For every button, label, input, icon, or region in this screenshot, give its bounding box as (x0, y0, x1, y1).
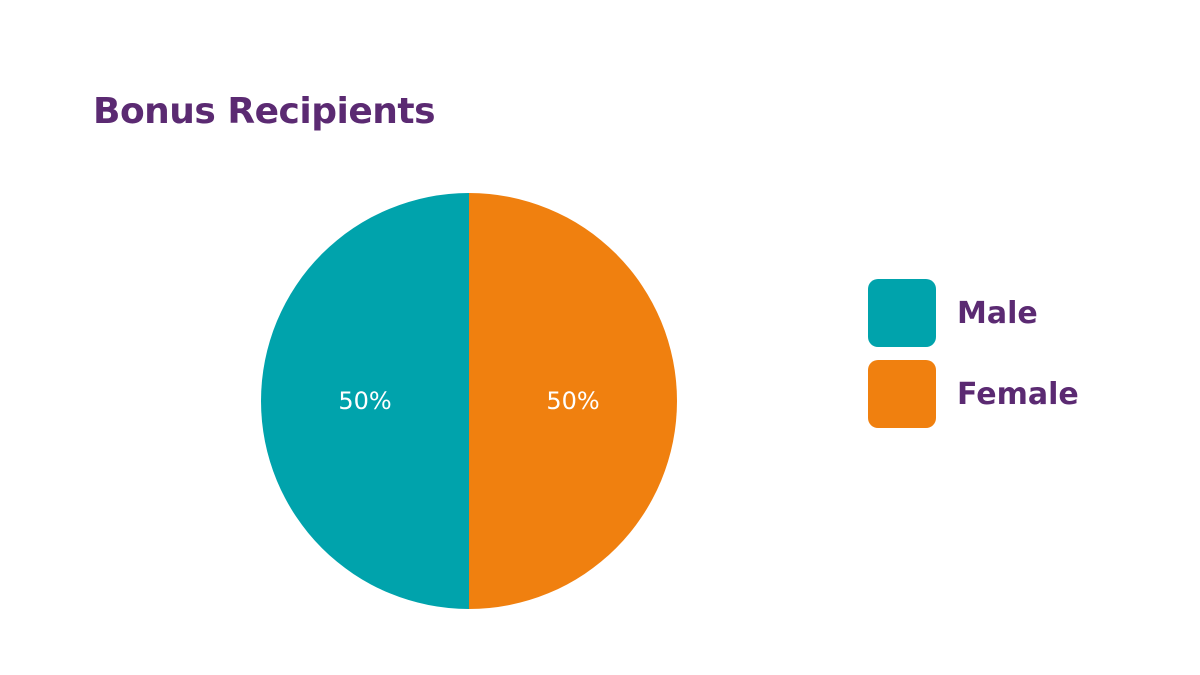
slice-label-female: 50% (546, 387, 599, 415)
legend-swatch-male (868, 279, 936, 347)
pie-slice-male (261, 193, 469, 609)
legend-item-male: Male (868, 279, 1079, 347)
legend-label-male: Male (957, 295, 1038, 331)
slice-label-male: 50% (338, 387, 391, 415)
legend-item-female: Female (868, 360, 1079, 428)
legend-label-female: Female (957, 376, 1079, 412)
legend: Male Female (868, 279, 1079, 441)
legend-swatch-female (868, 360, 936, 428)
chart-title: Bonus Recipients (93, 91, 436, 132)
pie-slice-female (469, 193, 677, 609)
